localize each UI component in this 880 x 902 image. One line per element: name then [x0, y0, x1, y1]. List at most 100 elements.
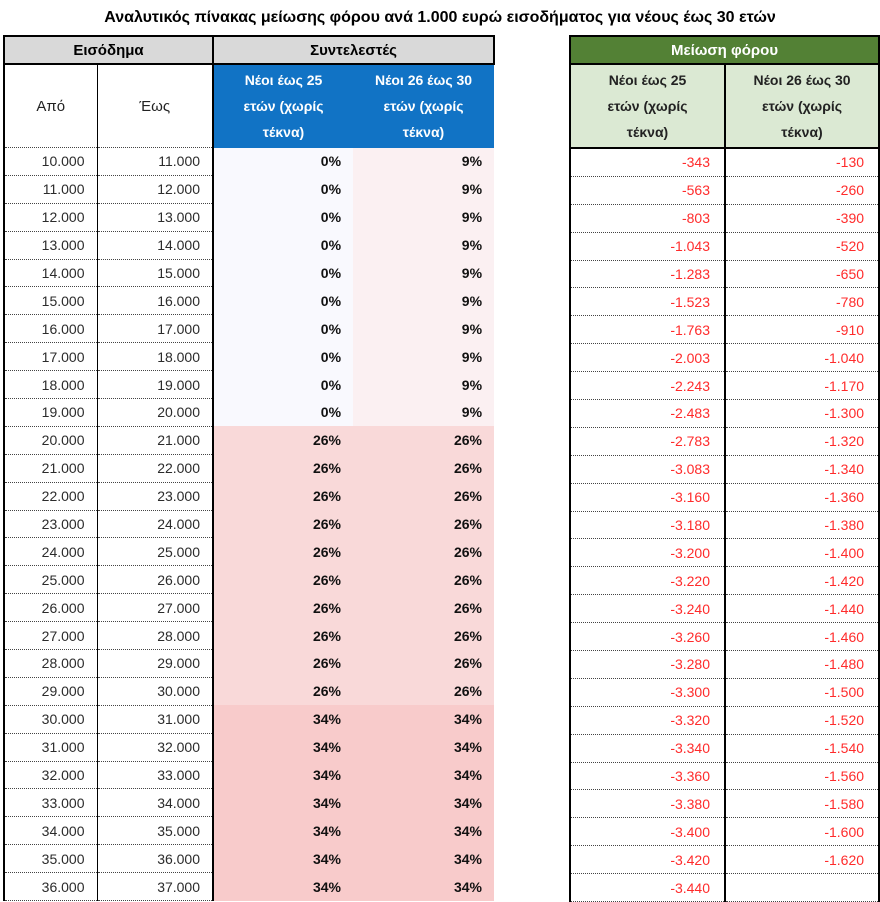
cell-rate-26-30: 9% — [353, 342, 495, 371]
cell-rate-under-25: 26% — [213, 454, 354, 483]
column-header-rate-under-25: Νέοι έως 25 ετών (χωρίς τέκνα) — [213, 64, 354, 148]
table-row: 13.000 14.000 0% 9% — [3, 231, 495, 260]
cell-reduction-26-30: -130 — [725, 148, 880, 177]
cell-to: 21.000 — [97, 426, 215, 455]
cell-reduction-under-25: -3.220 — [569, 566, 727, 596]
cell-rate-26-30: 9% — [353, 314, 495, 343]
table-row: 23.000 24.000 26% 26% — [3, 510, 495, 539]
cell-reduction-26-30: -1.300 — [725, 399, 880, 428]
cell-to: 11.000 — [97, 147, 215, 176]
cell-to: 12.000 — [97, 175, 215, 204]
cell-rate-26-30: 34% — [353, 844, 495, 873]
cell-from: 19.000 — [3, 398, 98, 427]
table-row: -2.243 -1.170 — [569, 371, 880, 401]
column-header-from: Από — [3, 64, 98, 148]
table-row: -1.283 -650 — [569, 260, 880, 289]
cell-reduction-26-30: -1.600 — [725, 817, 880, 847]
column-header-row: Νέοι έως 25 ετών (χωρίς τέκνα) Νέοι 26 έ… — [569, 64, 880, 149]
cell-from: 32.000 — [3, 761, 98, 790]
cell-from: 35.000 — [3, 844, 98, 874]
tax-reduction-table: Μείωση φόρου Νέοι έως 25 ετών (χωρίς τέκ… — [569, 35, 880, 902]
cell-reduction-26-30: -1.520 — [725, 706, 880, 735]
cell-from: 25.000 — [3, 565, 98, 595]
cell-rate-under-25: 0% — [213, 175, 354, 204]
tax-reduction-body: -343 -130 -563 -260 -803 -390 -1.043 -52… — [569, 148, 880, 902]
cell-to: 24.000 — [97, 510, 215, 539]
cell-reduction-26-30: -1.170 — [725, 371, 880, 401]
table-row: -803 -390 — [569, 204, 880, 233]
cell-reduction-under-25: -3.360 — [569, 762, 727, 791]
table-row: -3.420 -1.620 — [569, 845, 880, 875]
table-row: -3.400 -1.600 — [569, 817, 880, 847]
cell-rate-26-30: 26% — [353, 537, 495, 566]
cell-rate-under-25: 34% — [213, 761, 354, 789]
cell-from: 21.000 — [3, 454, 98, 483]
table-row: -563 -260 — [569, 176, 880, 205]
cell-rate-under-25: 26% — [213, 593, 354, 622]
cell-reduction-under-25: -3.340 — [569, 734, 727, 763]
table-row: 24.000 25.000 26% 26% — [3, 537, 495, 567]
cell-reduction-under-25: -563 — [569, 176, 727, 205]
cell-rate-26-30: 9% — [353, 203, 495, 232]
cell-rate-under-25: 26% — [213, 537, 354, 566]
cell-to: 20.000 — [97, 398, 215, 427]
cell-to: 23.000 — [97, 482, 215, 511]
column-header-to: Έως — [97, 64, 215, 148]
table-row: -3.083 -1.340 — [569, 455, 880, 484]
cell-reduction-26-30: -390 — [725, 204, 880, 233]
cell-reduction-under-25: -1.043 — [569, 232, 727, 261]
cell-to: 29.000 — [97, 649, 215, 678]
table-row: 12.000 13.000 0% 9% — [3, 203, 495, 232]
cell-to: 17.000 — [97, 314, 215, 344]
column-header-reduction-26-30: Νέοι 26 έως 30 ετών (χωρίς τέκνα) — [725, 64, 880, 149]
cell-reduction-26-30: -650 — [725, 260, 880, 289]
table-row: 28.000 29.000 26% 26% — [3, 649, 495, 678]
cell-rate-26-30: 9% — [353, 175, 495, 204]
table-row: 26.000 27.000 26% 26% — [3, 593, 495, 623]
cell-from: 33.000 — [3, 788, 98, 818]
cell-reduction-under-25: -3.280 — [569, 650, 727, 679]
table-row: 20.000 21.000 26% 26% — [3, 426, 495, 455]
cell-reduction-26-30: -1.440 — [725, 594, 880, 624]
cell-rate-under-25: 26% — [213, 677, 354, 706]
cell-reduction-under-25: -3.160 — [569, 483, 727, 512]
cell-rate-26-30: 26% — [353, 426, 495, 455]
cell-from: 24.000 — [3, 537, 98, 567]
table-row: 17.000 18.000 0% 9% — [3, 342, 495, 372]
cell-from: 17.000 — [3, 342, 98, 372]
cell-reduction-26-30: -1.500 — [725, 678, 880, 707]
cell-rate-26-30: 34% — [353, 733, 495, 762]
table-row: 30.000 31.000 34% 34% — [3, 705, 495, 734]
table-row: 35.000 36.000 34% 34% — [3, 844, 495, 874]
cell-rate-under-25: 0% — [213, 286, 354, 315]
cell-reduction-26-30: -1.460 — [725, 622, 880, 652]
table-row: -3.300 -1.500 — [569, 678, 880, 707]
cell-reduction-26-30: -1.560 — [725, 762, 880, 791]
table-row: 18.000 19.000 0% 9% — [3, 370, 495, 400]
cell-reduction-under-25: -3.200 — [569, 538, 727, 568]
cell-rate-under-25: 26% — [213, 510, 354, 538]
column-header-rate-26-30: Νέοι 26 έως 30 ετών (χωρίς τέκνα) — [353, 64, 495, 148]
table-row: -3.320 -1.520 — [569, 706, 880, 735]
cell-reduction-under-25: -3.300 — [569, 678, 727, 707]
cell-reduction-26-30: -260 — [725, 176, 880, 205]
table-row: -343 -130 — [569, 148, 880, 177]
cell-reduction-under-25: -1.523 — [569, 287, 727, 317]
table-row: 36.000 37.000 34% 34% — [3, 872, 495, 902]
cell-rate-26-30: 9% — [353, 286, 495, 315]
cell-reduction-26-30: -1.540 — [725, 734, 880, 763]
table-row: 21.000 22.000 26% 26% — [3, 454, 495, 483]
cell-from: 16.000 — [3, 314, 98, 344]
table-row: 29.000 30.000 26% 26% — [3, 677, 495, 706]
cell-reduction-under-25: -1.763 — [569, 315, 727, 345]
rates-group-header: Συντελεστές — [212, 35, 496, 65]
cell-to: 15.000 — [97, 259, 215, 288]
cell-rate-26-30: 34% — [353, 761, 495, 789]
table-row: 22.000 23.000 26% 26% — [3, 482, 495, 511]
table-row: -3.280 -1.480 — [569, 650, 880, 679]
cell-to: 33.000 — [97, 761, 215, 790]
cell-reduction-under-25: -3.240 — [569, 594, 727, 624]
table-row: -3.440 — [569, 873, 880, 902]
cell-to: 36.000 — [97, 844, 215, 874]
cell-from: 11.000 — [3, 175, 98, 204]
